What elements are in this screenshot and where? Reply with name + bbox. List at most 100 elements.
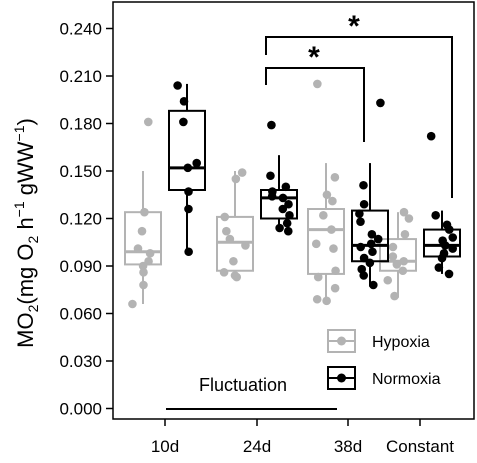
data-point: [330, 283, 340, 293]
y-tick-label: 0.000: [59, 400, 102, 419]
y-tick-label: 0.120: [59, 210, 102, 229]
data-point: [312, 294, 322, 304]
data-point: [184, 187, 193, 196]
y-tick-label: 0.180: [59, 115, 102, 134]
data-point: [179, 117, 188, 127]
data-point: [400, 230, 410, 239]
legend: Hypoxia Normoxia: [327, 329, 441, 390]
data-point: [426, 131, 436, 141]
box-normoxia-38d: [351, 98, 389, 290]
y-tick-label: 0.150: [59, 162, 102, 181]
series-layer: [124, 79, 461, 309]
y-tick-label: 0.060: [59, 305, 102, 324]
y-axis-ticks: 0.000 0.030 0.060 0.090 0.120 0.150 0.180 0.210…: [59, 20, 113, 419]
data-point: [139, 268, 148, 277]
data-point: [275, 223, 284, 233]
significance-star-1: *: [308, 41, 320, 74]
data-point: [359, 271, 369, 280]
data-point: [359, 253, 369, 263]
data-point: [367, 230, 377, 239]
data-point: [192, 158, 201, 168]
data-point: [437, 253, 447, 263]
fluctuation-label: Fluctuation: [199, 375, 287, 395]
y-tick-label: 0.090: [59, 257, 102, 276]
box-iqr: [379, 238, 417, 272]
plot-frame: [112, 1, 475, 420]
data-point: [366, 239, 376, 249]
data-point: [139, 280, 148, 290]
data-point: [365, 258, 375, 268]
x-axis-ticks: 10d 24d 38d Constant: [151, 419, 454, 456]
box-hypoxia-24d: [216, 168, 254, 282]
data-point: [313, 79, 322, 89]
data-point: [278, 193, 288, 203]
data-point: [145, 249, 155, 258]
data-point: [356, 217, 365, 226]
box-iqr: [307, 208, 345, 275]
significance-bracket-24d-constant: *: [265, 10, 453, 198]
data-point: [359, 180, 368, 190]
data-point: [138, 261, 148, 271]
significance-star-2: *: [348, 10, 360, 43]
data-point: [373, 234, 383, 244]
data-point: [229, 256, 238, 266]
legend-entry-normoxia: Normoxia: [327, 366, 441, 390]
box-iqr: [124, 211, 162, 266]
data-point: [404, 214, 414, 223]
data-point: [319, 211, 328, 220]
data-point: [322, 296, 331, 306]
x-tick-label: Constant: [386, 437, 454, 456]
fluctuation-annotation: Fluctuation: [166, 375, 337, 410]
data-point: [284, 199, 293, 209]
data-point: [440, 241, 450, 250]
x-tick-label: 38d: [334, 437, 362, 456]
data-point: [328, 196, 337, 206]
data-point: [266, 171, 275, 181]
box-hypoxia-10d: [124, 117, 162, 309]
data-point: [356, 242, 365, 252]
data-point: [282, 218, 292, 228]
data-point: [388, 242, 398, 252]
box-iqr: [216, 215, 254, 272]
data-point: [184, 247, 193, 257]
data-point: [327, 225, 336, 234]
box-iqr: [260, 189, 298, 220]
data-point: [388, 252, 398, 261]
data-point: [140, 207, 149, 217]
data-point: [376, 98, 385, 108]
data-point: [329, 244, 338, 253]
legend-entry-hypoxia: Hypoxia: [327, 329, 430, 353]
y-tick-label: 0.030: [59, 352, 102, 371]
data-point: [225, 234, 235, 244]
significance-bracket-24d-38d: *: [265, 41, 365, 142]
data-point: [383, 275, 393, 285]
x-tick-label: 10d: [151, 437, 179, 456]
data-point: [368, 247, 377, 257]
data-point: [222, 226, 231, 236]
data-point: [444, 269, 454, 279]
data-point: [267, 192, 277, 201]
data-point: [231, 174, 241, 184]
data-point: [128, 299, 137, 309]
data-point: [313, 272, 323, 282]
data-point: [285, 211, 294, 220]
data-point: [237, 168, 247, 177]
box-normoxia-10d: [168, 81, 206, 257]
data-point: [431, 211, 440, 220]
data-point: [399, 207, 409, 217]
data-point: [179, 97, 189, 106]
data-point: [137, 226, 147, 236]
data-point: [444, 225, 454, 234]
box-normoxia-24d: [260, 120, 298, 236]
data-point: [281, 182, 291, 192]
data-point: [283, 226, 293, 236]
data-point: [398, 266, 408, 276]
legend-label-hypoxia: Hypoxia: [372, 334, 430, 351]
data-point: [392, 260, 402, 269]
data-point: [434, 263, 444, 272]
legend-label-normoxia: Normoxia: [372, 371, 441, 388]
data-point: [232, 272, 242, 282]
data-point: [390, 291, 399, 301]
data-point: [448, 233, 458, 242]
